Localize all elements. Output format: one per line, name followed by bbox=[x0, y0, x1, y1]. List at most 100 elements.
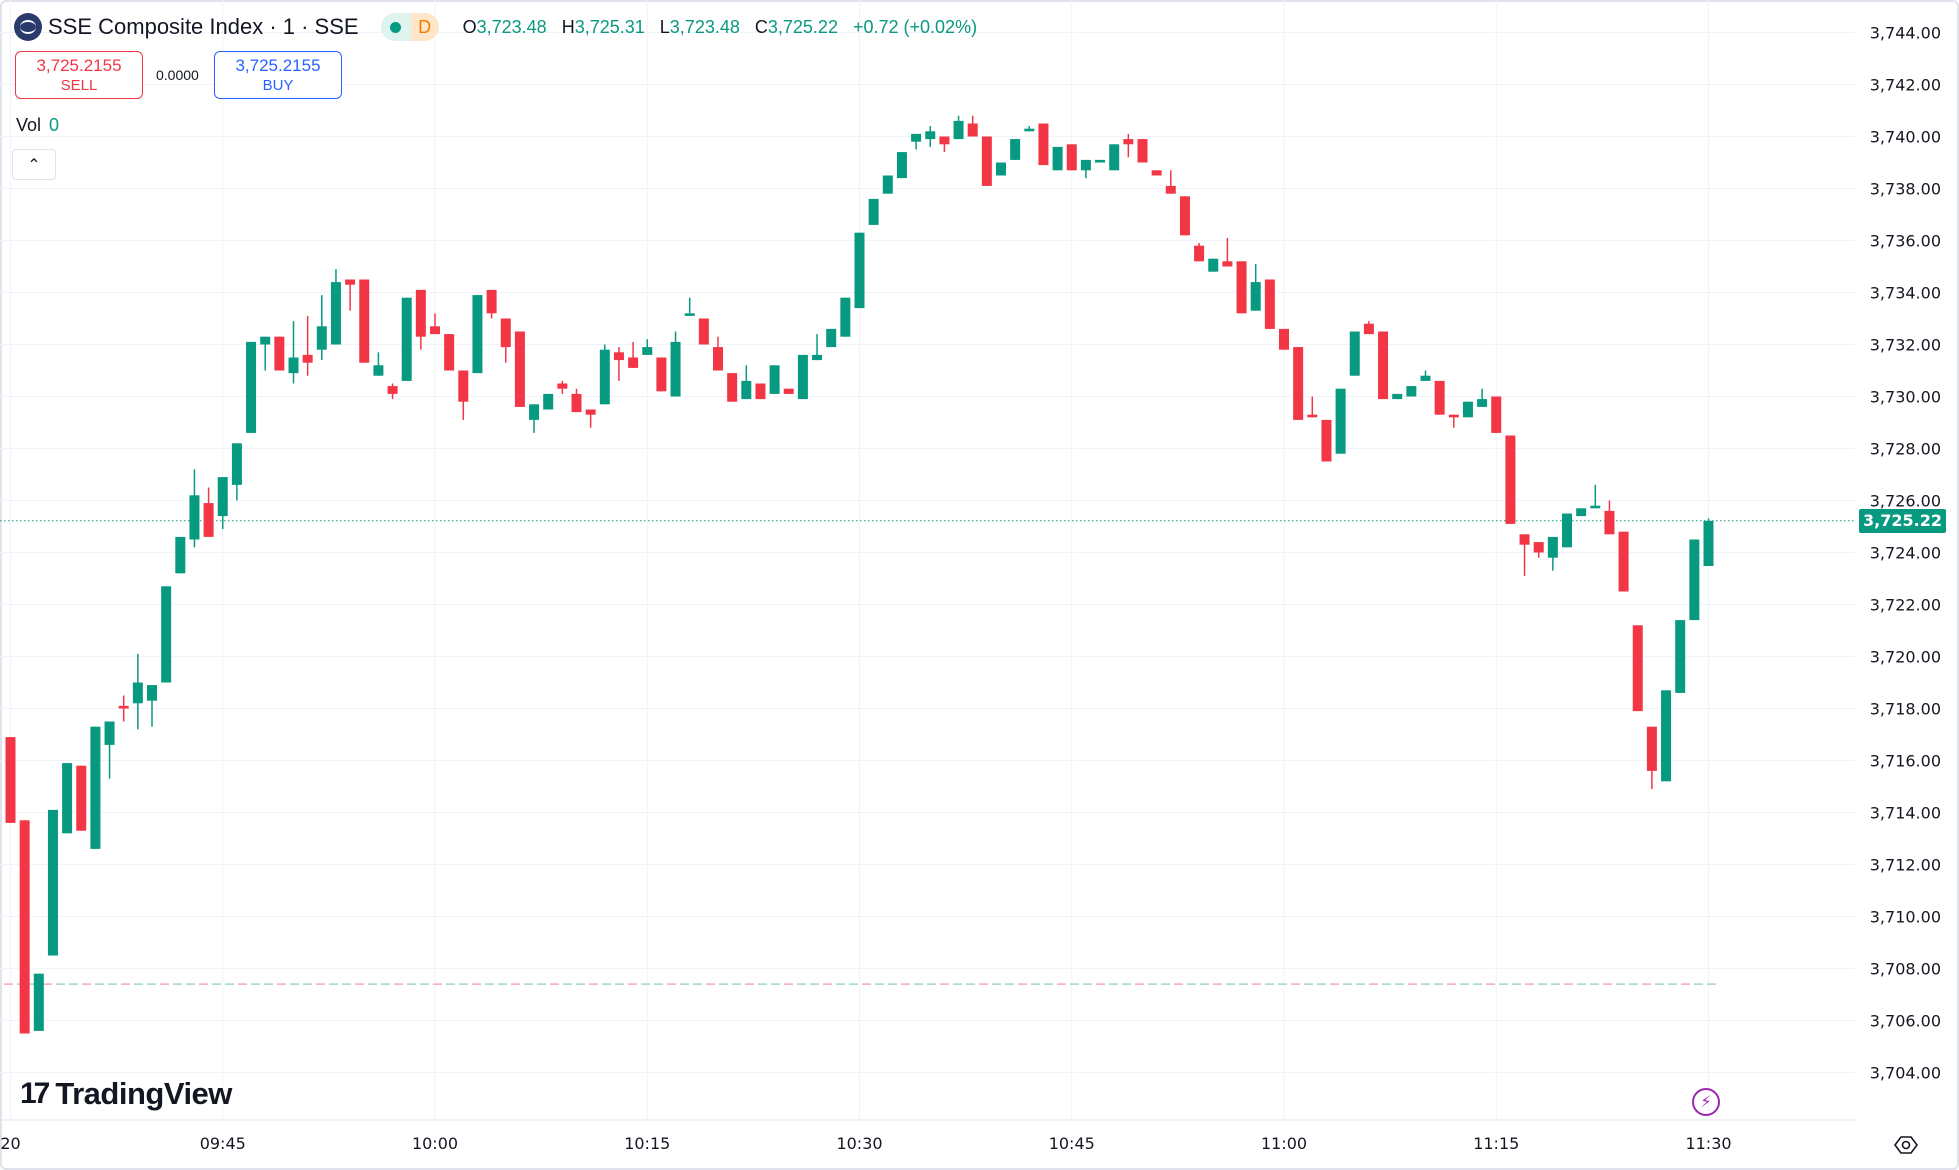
sell-button[interactable]: 3,725.2155 SELL bbox=[15, 51, 143, 99]
price-axis-label: 3,714.00 bbox=[1869, 803, 1941, 822]
ohlc-values: O3,723.48 H3,725.31 L3,723.48 C3,725.22 … bbox=[463, 17, 988, 38]
volume-legend[interactable]: Vol 0 bbox=[16, 115, 59, 136]
candle-body-down bbox=[444, 334, 455, 371]
time-axis-label: 09:45 bbox=[199, 1134, 246, 1153]
change-value: +0.72 (+0.02%) bbox=[852, 16, 978, 37]
lightning-icon[interactable]: ⚡︎ bbox=[1692, 1088, 1720, 1116]
candle-body-up bbox=[953, 120, 964, 140]
candle-body-down bbox=[302, 354, 313, 363]
market-status-pill[interactable]: D bbox=[380, 13, 439, 41]
candle-body-up bbox=[1703, 520, 1714, 567]
legend-header: SSE Composite Index · 1 · SSE D O 3,723.4… bbox=[14, 12, 987, 42]
candle-body-up bbox=[288, 357, 299, 374]
buy-button[interactable]: 3,725.2155 BUY bbox=[214, 51, 342, 99]
candle-body-up bbox=[104, 721, 115, 745]
candle-body-down bbox=[1236, 261, 1247, 314]
candle-body-up bbox=[1080, 159, 1091, 171]
candle-body-up bbox=[1462, 401, 1473, 418]
candle-body-down bbox=[1137, 139, 1148, 163]
candle-body-up bbox=[1010, 139, 1021, 160]
time-axis-label: 10:15 bbox=[624, 1134, 671, 1153]
symbol-title[interactable]: SSE Composite Index · 1 · SSE bbox=[48, 14, 359, 39]
candle-body-down bbox=[1307, 414, 1318, 418]
candle-body-up bbox=[189, 495, 200, 540]
candle-body-down bbox=[613, 352, 624, 361]
price-axis-label: 3,732.00 bbox=[1869, 335, 1941, 354]
candle-body-down bbox=[345, 279, 356, 285]
price-axis-label: 3,730.00 bbox=[1869, 387, 1941, 406]
candle-body-down bbox=[5, 737, 16, 823]
candle-body-down bbox=[727, 373, 738, 402]
candle-body-up bbox=[472, 295, 483, 374]
candle-body-down bbox=[387, 386, 398, 394]
close-label: C bbox=[754, 16, 768, 37]
candle-body-up bbox=[868, 198, 879, 225]
candle-body-up bbox=[1661, 690, 1672, 782]
candle-body-down bbox=[1505, 435, 1516, 524]
candle-body-down bbox=[1264, 279, 1275, 329]
candle-body-up bbox=[1250, 282, 1261, 311]
candle-body-up bbox=[1675, 620, 1686, 693]
candle-body-up bbox=[840, 297, 851, 337]
candle-body-up bbox=[1590, 505, 1601, 509]
candle-body-up bbox=[1095, 159, 1106, 163]
price-axis-label: 3,738.00 bbox=[1869, 179, 1941, 198]
candle-body-down bbox=[628, 357, 639, 368]
low-label: L bbox=[659, 16, 670, 37]
price-axis-label: 3,726.00 bbox=[1869, 491, 1941, 510]
candle-body-down bbox=[1179, 196, 1190, 236]
price-axis-label: 3,728.00 bbox=[1869, 439, 1941, 458]
collapse-legend-button[interactable]: ⌃ bbox=[12, 149, 56, 180]
candle-body-down bbox=[76, 765, 87, 831]
tradingview-logo[interactable]: 17 TradingView bbox=[20, 1076, 232, 1112]
candle-body-down bbox=[1279, 328, 1289, 350]
candle-body-down bbox=[1151, 170, 1162, 176]
candle-body-up bbox=[1109, 144, 1120, 171]
price-axis-label: 3,718.00 bbox=[1869, 699, 1941, 718]
candle-body-down bbox=[1194, 245, 1205, 262]
candle-body-down bbox=[755, 383, 766, 400]
candle-body-down bbox=[783, 388, 794, 394]
open-label: O bbox=[462, 16, 477, 37]
candle-body-up bbox=[62, 763, 73, 834]
candle-body-up bbox=[529, 404, 540, 420]
candle-body-up bbox=[670, 341, 681, 397]
candle-body-down bbox=[1038, 123, 1049, 166]
high-value: 3,725.31 bbox=[574, 16, 645, 37]
candle-body-down bbox=[656, 357, 667, 392]
time-axis-label: 11:15 bbox=[1473, 1134, 1520, 1153]
buy-label: BUY bbox=[262, 77, 294, 94]
candle-body-down bbox=[1165, 185, 1176, 194]
candle-body-up bbox=[854, 232, 865, 309]
time-axis-label: 20 bbox=[0, 1134, 21, 1153]
tradingview-logo-text: TradingView bbox=[55, 1076, 232, 1111]
candle-body-down bbox=[571, 393, 582, 413]
volume-value: 0 bbox=[49, 115, 60, 135]
market-open-dot-icon bbox=[380, 13, 411, 41]
candle-body-up bbox=[260, 336, 271, 345]
price-axis-label: 3,742.00 bbox=[1869, 75, 1941, 94]
candle-body-down bbox=[1448, 414, 1459, 418]
candle-body-down bbox=[359, 279, 370, 363]
candle-body-down bbox=[981, 136, 992, 186]
candle-body-up bbox=[543, 393, 554, 410]
candle-body-up bbox=[896, 152, 907, 179]
candle-body-down bbox=[415, 289, 426, 337]
interval-badge: D bbox=[410, 13, 439, 41]
candle-body-down bbox=[1363, 323, 1374, 335]
chart-settings-icon[interactable] bbox=[1893, 1134, 1919, 1156]
candle-body-up bbox=[217, 477, 228, 517]
candle-body-up bbox=[246, 341, 257, 433]
price-axis-label: 3,706.00 bbox=[1869, 1011, 1941, 1030]
candle-body-down bbox=[713, 347, 723, 371]
candle-body-up bbox=[373, 365, 384, 376]
price-axis-label: 3,740.00 bbox=[1869, 127, 1941, 146]
time-axis-label: 11:30 bbox=[1685, 1134, 1732, 1153]
candle-body-down bbox=[585, 409, 596, 415]
candle-body-down bbox=[1519, 534, 1530, 545]
low-value: 3,723.48 bbox=[669, 16, 740, 37]
candle-body-down bbox=[1293, 347, 1304, 420]
candle-body-down bbox=[486, 289, 497, 314]
spread-value: 0.0000 bbox=[156, 67, 199, 83]
